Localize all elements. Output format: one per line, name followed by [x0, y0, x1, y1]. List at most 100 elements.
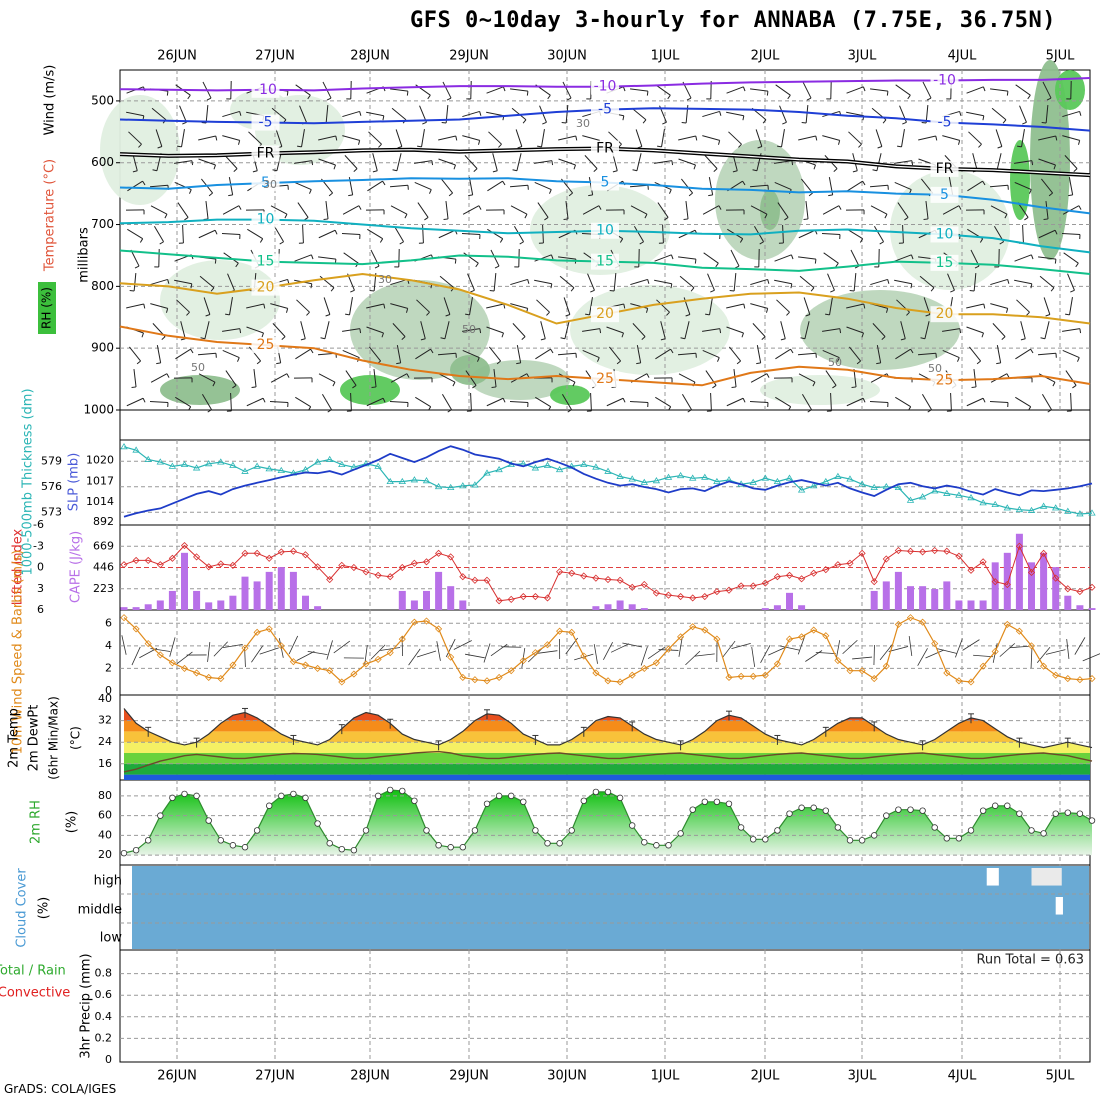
cape-bar: [870, 590, 878, 610]
wind-speed-line-point: [979, 662, 987, 670]
wind-barb-flag: [958, 140, 961, 145]
wind-barb: [756, 345, 762, 363]
wind-barb: [608, 131, 622, 145]
wind-barb: [702, 205, 720, 215]
wind-barb: [516, 345, 522, 363]
cape-bar: [459, 600, 467, 610]
wind-barb-flag: [191, 160, 194, 166]
wind-barb: [390, 373, 408, 383]
wind-barb-flag: [420, 338, 426, 341]
thickness-line-point: [604, 467, 612, 474]
wind-barb-flag: [572, 381, 576, 387]
rh-line-point: [1004, 802, 1011, 809]
wind-barb: [130, 249, 140, 267]
surface-wind-barb: [296, 651, 315, 661]
surface-wind-barb: [278, 638, 284, 658]
rh-line-point: [1028, 827, 1035, 834]
lifted-index-line-point: [616, 576, 624, 584]
wind-barb: [869, 400, 889, 404]
wind-barb: [558, 256, 576, 260]
surface-wind-barb: [768, 646, 787, 656]
wind-barb-flag: [540, 338, 546, 341]
surface-wind-barb: [647, 647, 665, 659]
wind-barb-flag: [957, 357, 960, 362]
isotherm-label-bg: [591, 174, 619, 191]
wind-barb-flag: [852, 170, 858, 173]
wind-barb-flag: [632, 169, 638, 172]
wind-barb-flag: [790, 348, 794, 354]
rh-line-point: [629, 822, 636, 829]
temperature-unit-label: (°C): [69, 726, 83, 750]
thickness-line-point: [906, 496, 915, 503]
thickness-line-point: [628, 475, 636, 482]
wind-barb-flag: [352, 384, 357, 389]
wind-barb-flag: [859, 238, 864, 243]
surface-wind-barb: [222, 643, 243, 649]
surface-wind-barb: [797, 635, 806, 655]
wind-barb: [680, 178, 694, 194]
wind-barb-flag: [1024, 216, 1029, 221]
wind-barb: [174, 181, 192, 191]
wind-barb-flag: [207, 409, 212, 413]
wind-speed-line-point: [435, 625, 443, 633]
wind-barb: [366, 111, 384, 117]
wind-barb-flag: [686, 97, 692, 101]
wind-barb: [534, 254, 552, 262]
wind-barb-flag: [705, 313, 710, 316]
wind-barb: [900, 321, 906, 339]
wind-barb-flag: [382, 398, 386, 403]
cape-bar: [168, 590, 176, 610]
wind-barb: [301, 129, 305, 147]
wind-barb: [1014, 279, 1032, 285]
isotherm-label: 15: [596, 254, 614, 270]
wind-barb: [150, 205, 168, 215]
wind-barb-flag: [694, 259, 697, 264]
wind-barb: [582, 328, 600, 332]
wind-barb-flag: [1073, 168, 1078, 173]
wind-barb: [870, 88, 888, 92]
wind-barb: [1045, 104, 1049, 124]
surface-wind-barb: [779, 645, 800, 651]
rh-line-point: [1040, 830, 1047, 837]
wind-barb-flag: [382, 115, 385, 121]
wind-speed-line-point: [410, 618, 418, 626]
wind-barb-flag: [1053, 164, 1056, 170]
wind-speed-line-point: [459, 673, 467, 682]
wind-speed-line-point: [531, 649, 539, 657]
thickness-line-point: [180, 460, 189, 468]
surface-wind-barb: [593, 644, 598, 664]
wind-barb: [630, 278, 648, 286]
thickness-line-point: [943, 489, 951, 496]
lifted-index-line-point: [156, 561, 164, 569]
wind-barb-flag: [1026, 311, 1030, 316]
wind-speed-line-point: [507, 667, 515, 675]
wind-tick-label: 0: [105, 684, 112, 697]
wind-barb-flag: [1020, 338, 1026, 341]
wind-barb-flag: [1045, 314, 1051, 317]
wind-barb-flag: [326, 97, 332, 101]
wind-barb: [847, 228, 863, 240]
wind-barb-flag: [477, 357, 480, 362]
wind-speed-line-point: [640, 664, 648, 672]
wind-barb: [175, 396, 191, 408]
wind-barb: [1038, 135, 1056, 141]
wind-barb: [919, 275, 935, 289]
wind-barb-flag: [252, 170, 258, 173]
wind-barb: [924, 321, 930, 339]
cape-bar: [991, 562, 999, 610]
rh-line-point: [1088, 817, 1096, 824]
lifted-index-line-point: [991, 578, 999, 586]
cape-bar: [435, 571, 443, 610]
cape-tick-label: 223: [93, 582, 114, 595]
wind-barb: [321, 394, 333, 410]
rh-tick-label: 40: [98, 828, 112, 841]
wind-barb: [678, 158, 696, 166]
wind-barb: [1014, 181, 1032, 191]
wind-barb: [198, 135, 216, 141]
wind-barb: [324, 321, 330, 339]
wind-barb-flag: [568, 192, 573, 197]
x-tick-label-bottom: 2JUL: [751, 1069, 781, 1084]
wind-barb: [486, 86, 504, 94]
wind-barb: [804, 321, 810, 339]
wind-barb: [710, 392, 712, 412]
